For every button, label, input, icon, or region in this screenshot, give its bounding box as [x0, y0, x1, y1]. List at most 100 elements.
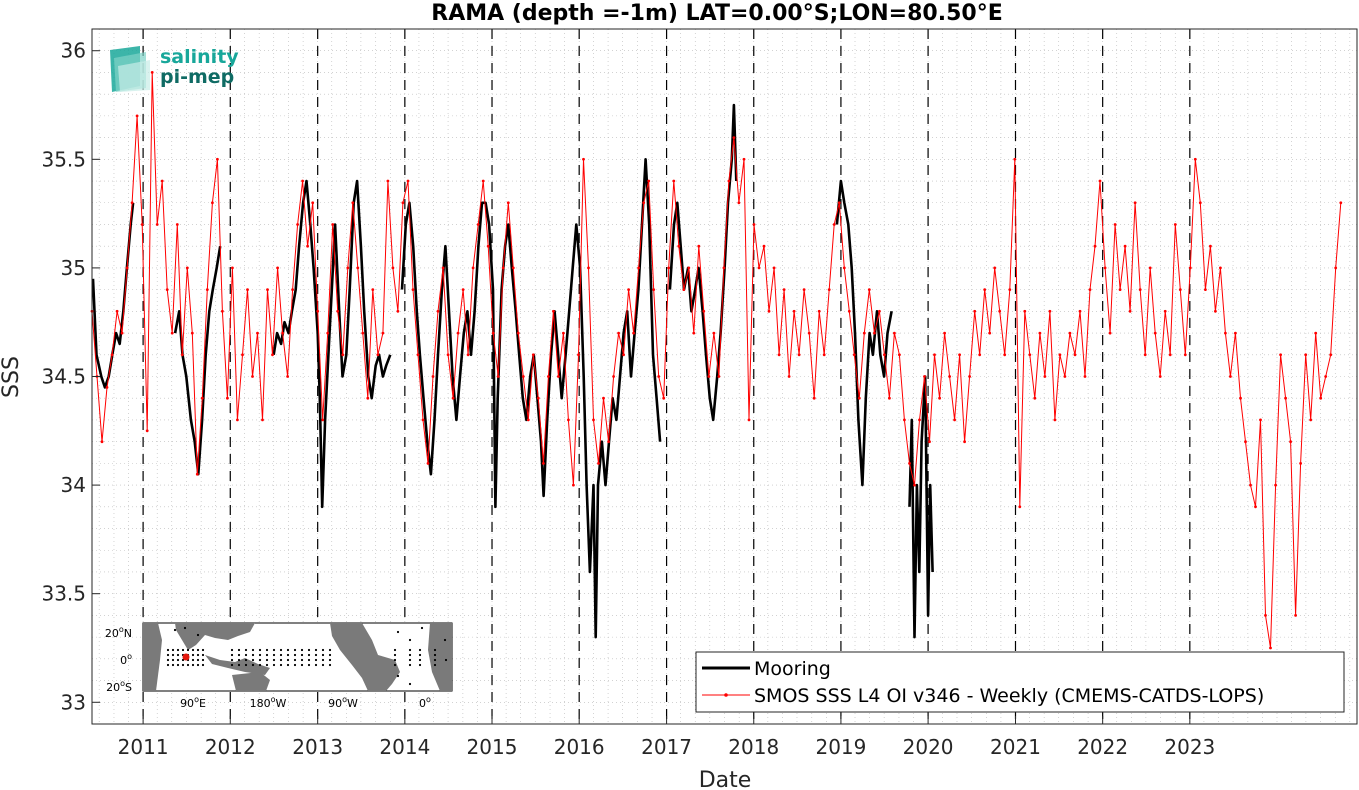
- inset-mooring-dot: [272, 663, 276, 667]
- inset-mooring-dot: [408, 648, 412, 652]
- inset-mooring-dot: [393, 663, 397, 667]
- inset-mooring-dot: [279, 648, 283, 652]
- inset-mooring-dot: [314, 658, 318, 662]
- inset-mooring-dot: [191, 648, 195, 652]
- inset-mooring-dot: [307, 653, 311, 657]
- series-smos-point: [195, 472, 199, 476]
- series-smos-point: [521, 375, 525, 378]
- series-smos-point: [1198, 201, 1202, 205]
- series-smos-point: [376, 353, 380, 357]
- series-smos-point: [105, 386, 109, 389]
- series-smos-point: [1229, 375, 1232, 378]
- series-smos-point: [331, 223, 335, 226]
- x-tick-label: 2023: [1164, 735, 1215, 759]
- series-smos-point: [1279, 353, 1282, 357]
- series-smos-point: [175, 223, 179, 226]
- inset-mooring-dot: [300, 658, 304, 662]
- series-smos-point: [827, 288, 831, 291]
- inset-mooring-dot: [293, 658, 297, 662]
- series-smos-point: [1334, 266, 1338, 270]
- series-smos-point: [722, 266, 726, 270]
- series-smos-point: [356, 266, 360, 270]
- series-smos-point: [326, 331, 330, 335]
- series-smos-point: [577, 353, 580, 357]
- inset-mooring-dot: [265, 648, 269, 652]
- inset-mooring-dot: [433, 663, 437, 667]
- inset-mooring-dot: [272, 648, 276, 652]
- series-smos-point: [692, 331, 696, 335]
- series-smos-point: [552, 309, 555, 313]
- series-smos-point: [747, 418, 751, 422]
- x-tick-label: 2019: [815, 735, 866, 759]
- series-smos-point: [1294, 614, 1297, 617]
- inset-mooring-dot: [201, 653, 205, 657]
- series-smos-point: [120, 331, 124, 335]
- inset-mooring-dot: [258, 663, 262, 667]
- series-smos-point: [948, 375, 951, 378]
- inset-mooring-dot: [300, 653, 304, 657]
- series-smos-point: [135, 114, 139, 118]
- series-smos-point: [852, 353, 856, 357]
- y-axis-label: SSS: [0, 356, 24, 398]
- inset-mooring-dot: [433, 648, 437, 652]
- series-smos-point: [421, 418, 425, 422]
- x-tick-label: 2022: [1077, 735, 1128, 759]
- series-smos-point: [998, 309, 1002, 313]
- series-smos-point: [983, 288, 987, 291]
- series-smos-point: [1068, 331, 1072, 335]
- y-tick-label: 35.5: [41, 147, 86, 171]
- series-smos-point: [1188, 266, 1192, 270]
- x-tick-label: 2013: [292, 735, 343, 759]
- series-smos-point: [592, 418, 595, 422]
- inset-mooring-dot: [418, 663, 422, 667]
- series-smos-point: [145, 429, 149, 433]
- series-smos-point: [632, 331, 635, 335]
- series-smos-point: [602, 396, 605, 400]
- series-smos-point: [1324, 375, 1328, 378]
- series-smos-point: [256, 331, 259, 335]
- series-smos-point: [888, 396, 891, 400]
- inset-mooring-dot: [272, 658, 276, 662]
- series-smos-point: [1048, 309, 1052, 313]
- series-mooring-line: [173, 245, 222, 476]
- series-mooring-line: [272, 179, 392, 509]
- series-smos-point: [1018, 505, 1022, 509]
- inset-mooring-dot: [258, 658, 262, 662]
- series-smos-point: [1138, 288, 1142, 291]
- series-smos-point: [1143, 353, 1147, 357]
- inset-mooring-dot: [181, 648, 185, 652]
- inset-mooring-dot: [166, 658, 170, 662]
- series-smos-point: [241, 353, 244, 357]
- series-smos-point: [476, 223, 480, 226]
- series-smos-point: [918, 418, 921, 422]
- series-smos-point: [180, 353, 184, 357]
- x-tick-label: 2017: [641, 735, 692, 759]
- inset-mooring-dot: [286, 663, 290, 667]
- series-smos-point: [296, 223, 299, 226]
- inset-mooring-dot: [314, 663, 318, 667]
- series-smos-point: [1133, 201, 1137, 205]
- series-smos-point: [752, 223, 756, 226]
- inset-land-asia: [175, 623, 255, 650]
- series-smos-point: [411, 288, 415, 291]
- series-smos-point: [842, 266, 846, 270]
- series-smos-point: [426, 462, 430, 465]
- x-tick-label: 2020: [903, 735, 954, 759]
- inset-land-australia: [232, 672, 270, 691]
- series-smos-point: [496, 375, 500, 378]
- inset-mooring-dot: [418, 648, 422, 652]
- series-smos-point: [988, 331, 992, 335]
- inset-mooring-dot: [420, 626, 424, 630]
- series-smos-point: [712, 331, 716, 335]
- series-smos-point: [642, 201, 646, 205]
- salinity-pi-mep-logo: salinity pi-mep: [110, 46, 239, 92]
- series-smos-point: [271, 353, 274, 357]
- series-smos-point: [361, 331, 365, 335]
- series-smos-point: [973, 309, 977, 313]
- grid: [92, 29, 1357, 724]
- series-smos-point: [1113, 223, 1117, 226]
- series-smos-point: [772, 266, 776, 270]
- inset-lat-label: 0o: [120, 652, 132, 667]
- series-smos-point: [717, 375, 721, 378]
- series-smos-point: [456, 331, 460, 335]
